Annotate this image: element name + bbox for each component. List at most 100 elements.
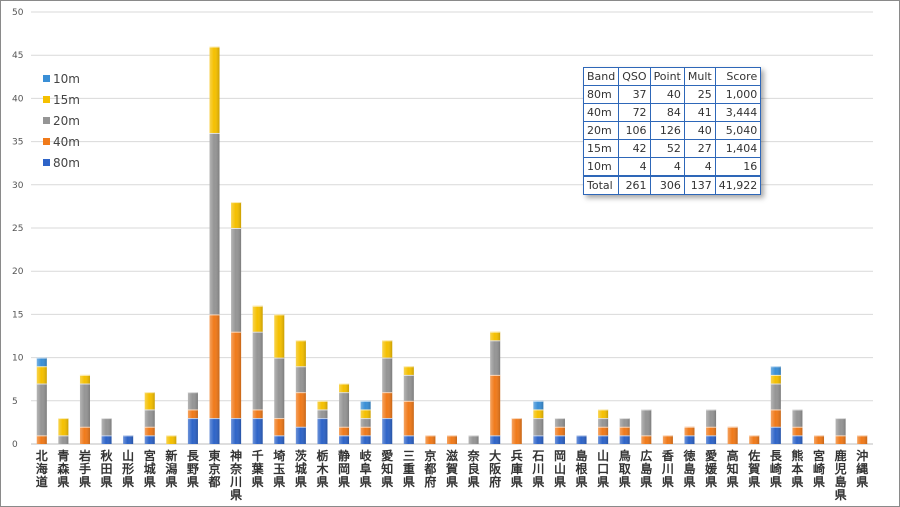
bar-segment-shade xyxy=(36,366,47,384)
bar-segment-shade xyxy=(382,340,393,358)
bar-segment-shade xyxy=(403,400,414,436)
bars xyxy=(36,46,868,444)
table-cell: 37 xyxy=(618,85,651,104)
y-tick-label: 15 xyxy=(12,310,23,320)
table-cell: 306 xyxy=(649,175,685,195)
y-tick-label: 35 xyxy=(12,138,23,148)
bar-segment-shade xyxy=(554,435,565,444)
bar-segment-shade xyxy=(360,400,371,410)
table-row: 20m 106 126 40 5,040 xyxy=(582,121,762,140)
bar-segment-shade xyxy=(360,426,371,436)
x-tick-label: 岩手県 xyxy=(78,448,91,489)
table-cell: 42 xyxy=(618,139,651,158)
bar-segment-shade xyxy=(339,383,350,393)
bar-segment-shade xyxy=(231,331,242,419)
table-cell: 1,000 xyxy=(714,85,762,104)
bar-segment-shade xyxy=(598,435,609,444)
bar-segment-shade xyxy=(339,392,350,427)
bar-segment-shade xyxy=(576,435,587,444)
table-cell: 3,444 xyxy=(714,103,762,122)
score-table: Band QSO Point Mult Score 80m 37 40 25 1… xyxy=(582,67,762,195)
bar-segment-shade xyxy=(619,418,630,427)
bar-segment-shade xyxy=(79,374,90,384)
table-cell: 84 xyxy=(649,103,685,122)
bar-segment-shade xyxy=(144,426,155,436)
legend-label: 15m xyxy=(53,93,80,107)
x-tick-label: 山口県 xyxy=(597,448,609,489)
x-tick-label: 高知県 xyxy=(726,448,739,489)
y-tick-label: 20 xyxy=(12,267,24,277)
bar-segment-shade xyxy=(770,366,781,375)
bar-segment-shade xyxy=(770,409,781,427)
bar-segment-shade xyxy=(36,383,47,436)
x-tick-label: 栃木県 xyxy=(315,448,329,489)
bar-segment-shade xyxy=(792,435,803,444)
bar-segment-shade xyxy=(382,418,393,444)
table-cell: 80m xyxy=(582,85,620,104)
bar-segment-shade xyxy=(403,435,414,444)
table-cell: 1,404 xyxy=(714,139,762,158)
bar-segment-shade xyxy=(533,418,544,436)
table-cell: 15m xyxy=(582,139,620,158)
header-score: Score xyxy=(714,67,762,86)
table-row: 15m 42 52 27 1,404 xyxy=(582,139,762,158)
bar-segment-shade xyxy=(554,426,565,436)
x-tick-label: 鹿児島県 xyxy=(834,448,847,502)
x-tick-label: 徳島県 xyxy=(682,448,695,489)
bar-segment-shade xyxy=(79,383,90,427)
legend-swatch xyxy=(43,159,50,166)
bar-segment-shade xyxy=(317,418,328,444)
x-tick-label: 京都府 xyxy=(423,448,436,489)
bar-segment-shade xyxy=(598,426,609,436)
table-cell: 52 xyxy=(649,139,685,158)
bar-segment-shade xyxy=(749,435,760,444)
bar-segment-shade xyxy=(187,409,198,419)
table-cell: 40m xyxy=(582,103,620,122)
bar-segment-shade xyxy=(360,418,371,427)
bar-segment-shade xyxy=(209,132,220,315)
x-tick-label: 島根県 xyxy=(576,448,588,489)
bar-segment-shade xyxy=(123,435,134,444)
bar-segment-shade xyxy=(490,435,501,444)
bar-segment-shade xyxy=(252,331,263,410)
bar-segment-shade xyxy=(706,426,717,436)
y-tick-label: 0 xyxy=(12,440,18,450)
x-tick-label: 神奈川県 xyxy=(229,448,243,502)
bar-segment-shade xyxy=(101,435,112,444)
x-tick-label: 岡山県 xyxy=(554,449,566,489)
bar-segment-shade xyxy=(792,426,803,436)
x-tick-label: 青森県 xyxy=(57,448,70,489)
bar-segment-shade xyxy=(662,435,673,444)
x-tick-label: 宮城県 xyxy=(144,448,156,489)
bar-segment-shade xyxy=(274,314,285,358)
bar-segment-shade xyxy=(619,426,630,436)
bar-segment-shade xyxy=(598,409,609,419)
bar-segment-shade xyxy=(36,357,47,367)
table-cell: 16 xyxy=(714,157,762,177)
x-tick-label: 香川県 xyxy=(661,448,674,489)
bar-segment-shade xyxy=(727,426,738,444)
bar-segment-shade xyxy=(295,366,306,393)
legend-swatch xyxy=(43,117,50,124)
bar-segment-shade xyxy=(706,435,717,444)
table-cell: 72 xyxy=(618,103,651,122)
x-axis-labels: 北海道青森県岩手県秋田県山形県宮城県新潟県長野県東京都神奈川県千葉県埼玉県茨城県… xyxy=(36,448,868,502)
bar-segment-shade xyxy=(706,409,717,427)
y-tick-label: 50 xyxy=(12,8,24,18)
x-tick-label: 東京都 xyxy=(208,448,221,489)
x-tick-label: 三重県 xyxy=(403,449,415,489)
bar-segment-shade xyxy=(835,418,846,436)
x-tick-label: 千葉県 xyxy=(251,448,265,489)
bar-segment-shade xyxy=(209,418,220,444)
bar-segment-shade xyxy=(490,340,501,375)
bar-segment-shade xyxy=(252,409,263,419)
y-tick-label: 40 xyxy=(12,94,24,104)
bar-segment-shade xyxy=(295,426,306,444)
bar-segment-shade xyxy=(339,426,350,436)
legend-swatch xyxy=(43,96,50,103)
bar-segment-shade xyxy=(231,228,242,332)
table-cell: 126 xyxy=(649,121,685,140)
bar-segment-shade xyxy=(468,435,479,444)
bar-segment-shade xyxy=(684,426,695,436)
